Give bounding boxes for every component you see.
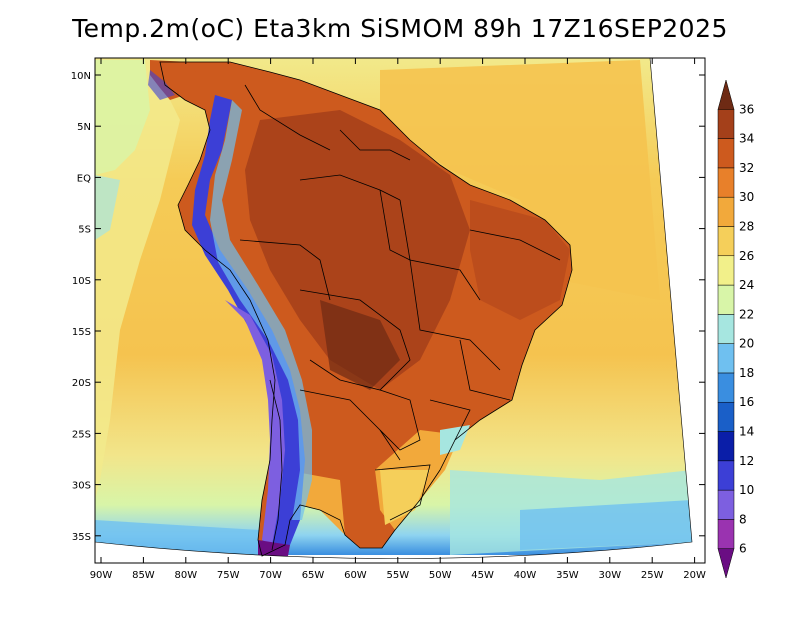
longitude-axis: 90W 85W 80W 75W 70W 65W 60W 55W 50W 45W 40W 35W 30W 2… <box>90 58 706 581</box>
colorbar-segment <box>717 314 735 344</box>
pacific-mid-cool <box>95 175 120 240</box>
colorbar-segment <box>717 138 735 169</box>
colorbar: 6 8 10 12 14 16 18 20 22 24 26 28 30 32 34 36 <box>717 79 754 579</box>
lon-label: 25W <box>641 570 664 581</box>
colorbar-label: 30 <box>739 190 754 204</box>
lon-label: 85W <box>132 570 155 581</box>
colorbar-label: 28 <box>739 219 754 233</box>
colorbar-bottom-arrow <box>717 548 735 579</box>
border-brazil-states-2 <box>409 259 501 371</box>
plot-border <box>94 57 706 564</box>
colorbar-label: 20 <box>739 337 754 351</box>
colorbar-label: 12 <box>739 454 754 468</box>
colorbar-label: 8 <box>739 512 747 526</box>
border-brazil-states-4 <box>469 229 561 261</box>
colorbar-segment <box>717 196 735 227</box>
lon-label: 30W <box>598 570 621 581</box>
colorbar-segment <box>717 489 735 520</box>
lat-label: 5N <box>77 122 91 133</box>
lon-label: 20W <box>683 570 706 581</box>
lon-label: 40W <box>514 570 537 581</box>
colorbar-segment <box>717 519 735 549</box>
northeast-region <box>470 200 570 320</box>
colorbar-label: 36 <box>739 102 754 116</box>
lon-label: 50W <box>429 570 452 581</box>
lat-label: 10S <box>72 276 91 287</box>
pacific-cool-zone <box>95 60 180 500</box>
colorbar-segment <box>717 372 735 403</box>
lon-label: 35W <box>556 570 579 581</box>
colorbar-segment <box>717 167 735 198</box>
colorbar-label: 24 <box>739 278 754 292</box>
colorbar-segment <box>717 401 735 432</box>
map-frame <box>94 57 693 559</box>
lat-label: 20S <box>72 378 91 389</box>
lat-label: 35S <box>72 532 91 543</box>
andes-coldest-tip <box>258 540 290 556</box>
border-uruguay <box>374 464 431 521</box>
colorbar-label: 18 <box>739 366 754 380</box>
colorbar-label: 26 <box>739 249 754 263</box>
border-bolivia <box>299 289 411 391</box>
border-argentina-chile <box>269 379 283 551</box>
border-guianas <box>339 129 411 161</box>
andes-cold-core <box>225 300 285 545</box>
very-hot-core <box>320 300 400 390</box>
colorbar-segment <box>717 255 735 286</box>
lon-label: 70W <box>259 570 282 581</box>
pacific-north-cool <box>95 60 150 175</box>
border-paraguay <box>379 389 421 451</box>
atlantic-far-south-cool <box>520 500 692 550</box>
country-borders <box>159 61 573 557</box>
colorbar-segment <box>717 460 735 491</box>
atlantic-warm-zone <box>380 60 660 300</box>
lon-label: 75W <box>217 570 240 581</box>
border-brazil-states-3 <box>459 339 511 401</box>
andes-edge-light <box>210 100 312 520</box>
border-brazil-states-1 <box>399 199 481 301</box>
border-peru-brazil <box>239 239 331 301</box>
uruguay-cool <box>380 470 430 525</box>
colorbar-label: 6 <box>739 542 747 556</box>
lon-label: 45W <box>471 570 494 581</box>
colorbar-label: 22 <box>739 307 754 321</box>
lat-label: 25S <box>72 429 91 440</box>
border-colombia-venezuela <box>244 84 331 151</box>
colorbar-segment <box>717 343 735 374</box>
lon-label: 90W <box>90 570 113 581</box>
colorbar-segment <box>717 431 735 462</box>
colorbar-label: 14 <box>739 425 754 439</box>
lon-label: 55W <box>386 570 409 581</box>
map-field <box>95 58 692 559</box>
lat-label: 5S <box>78 225 91 236</box>
colorbar-segment <box>717 226 735 257</box>
colorbar-label: 16 <box>739 395 754 409</box>
central-america-cool <box>148 70 175 100</box>
lat-label: EQ <box>77 173 91 184</box>
lon-label: 65W <box>302 570 325 581</box>
colorbar-label: 10 <box>739 483 754 497</box>
lat-label: 10N <box>71 71 91 82</box>
border-brazil-states-6 <box>429 399 471 441</box>
lon-label: 80W <box>174 570 197 581</box>
lat-label: 15S <box>72 327 91 338</box>
lat-label: 30S <box>72 481 91 492</box>
colorbar-segment <box>717 284 735 315</box>
border-brazil-states-5 <box>379 189 411 261</box>
coastline <box>159 61 573 557</box>
latitude-axis: 10N 5N EQ 5S 10S 15S 20S 25S 30S 35S <box>71 71 705 543</box>
lon-label: 60W <box>344 570 367 581</box>
colorbar-label: 32 <box>739 161 754 175</box>
border-argentina-north <box>299 389 401 461</box>
map-title: Temp.2m(oC) Eta3km SiSMOM 89h 17Z16SEP20… <box>72 14 728 43</box>
border-brazil-north <box>299 174 401 201</box>
colorbar-top-arrow <box>717 79 735 110</box>
colorbar-segment <box>717 109 735 139</box>
colorbar-label: 34 <box>739 132 754 146</box>
